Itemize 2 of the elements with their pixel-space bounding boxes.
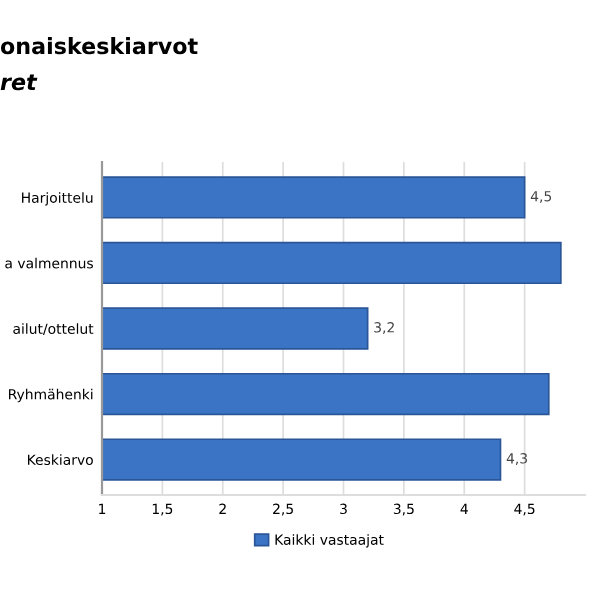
chart-title: onaiskeskiarvot (0, 37, 198, 55)
chart-subtitle: ret (0, 74, 38, 91)
